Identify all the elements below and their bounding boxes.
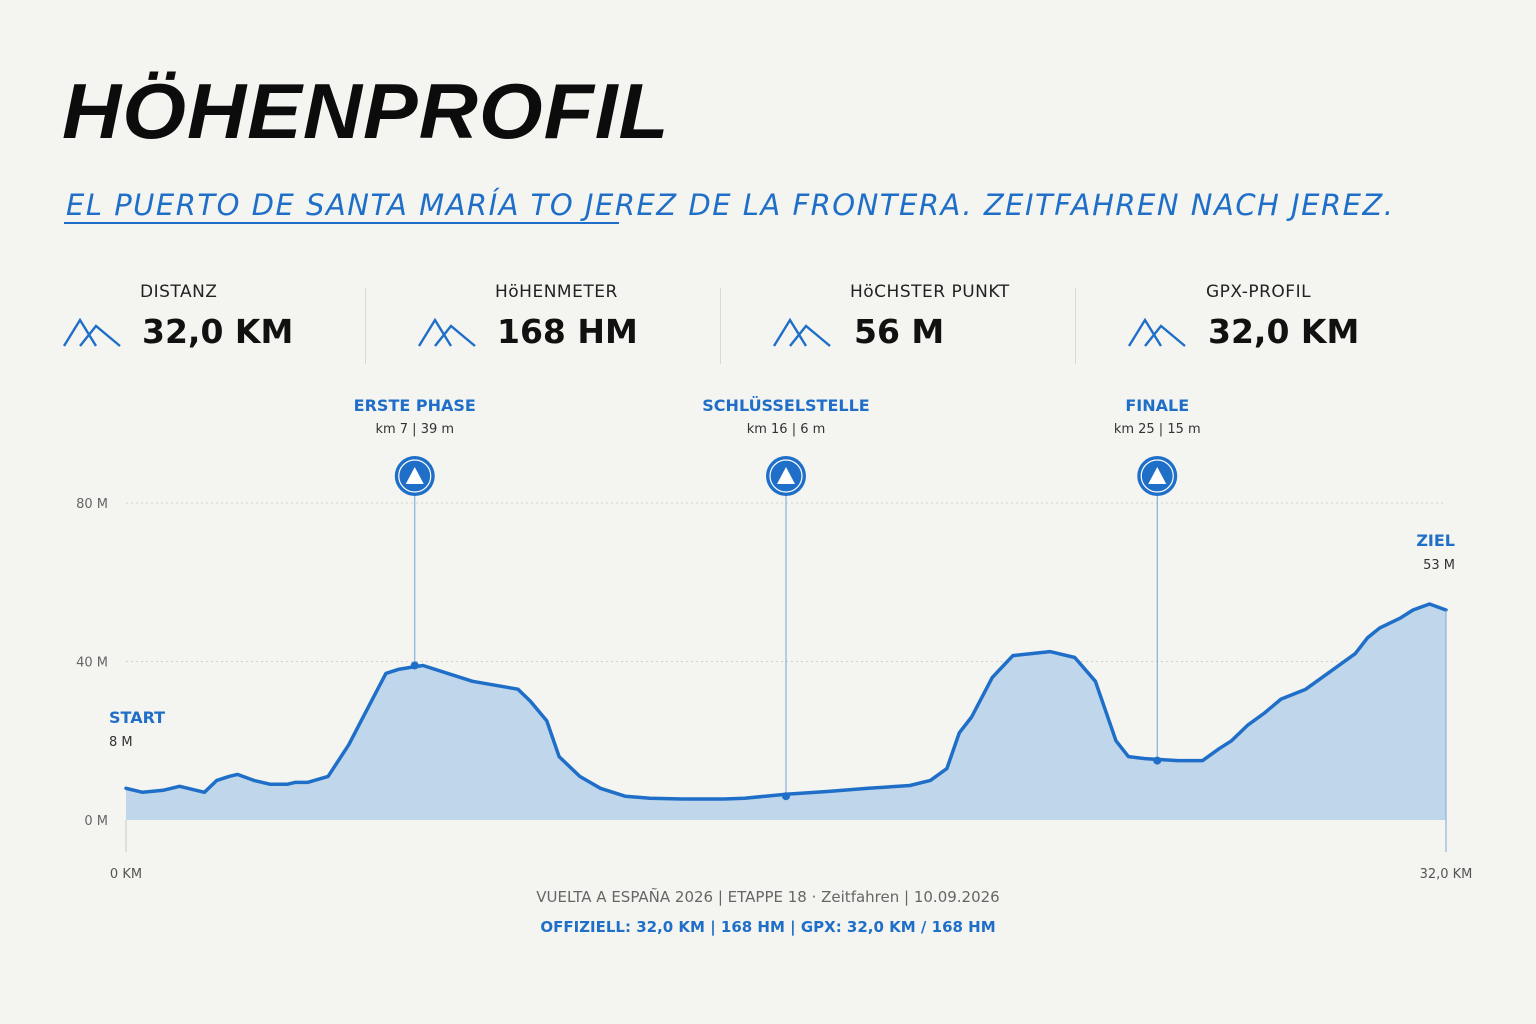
marker-point: [782, 792, 790, 801]
summit-icon: [777, 467, 795, 484]
y-tick-label: 80 M: [76, 497, 108, 512]
summit-icon: [1148, 467, 1167, 484]
stat-value: 56 M: [854, 312, 945, 351]
y-tick-label: 40 M: [76, 656, 108, 671]
stat-label: GPX-PROFIL: [1206, 282, 1312, 302]
marker-badge-ring: [1140, 459, 1174, 493]
marker-info: km 16 | 6 m: [747, 422, 826, 437]
finish-label: ZIEL: [1416, 531, 1455, 550]
start-elevation: 8 M: [109, 735, 133, 750]
x-tick-label-end: 32,0 KM: [1420, 867, 1473, 882]
stat-gpx-profile: GPX-PROFIL 32,0 KM: [1127, 270, 1482, 366]
stat-divider: [720, 288, 721, 364]
summit-icon: [405, 467, 424, 484]
marker-title: FINALE: [1125, 396, 1189, 415]
marker-point: [410, 661, 419, 670]
footer-official-stats: OFFIZIELL: 32,0 KM | 168 HM | GPX: 32,0 …: [540, 918, 996, 936]
mountain-icon: [1127, 317, 1186, 347]
stat-elevation-gain: HöHENMETER 168 HM: [417, 270, 772, 366]
stat-divider: [365, 288, 366, 364]
finish-elevation: 53 M: [1423, 558, 1455, 573]
mountain-icon: [62, 317, 121, 347]
marker-point: [1153, 756, 1162, 765]
stat-highest-point: HöCHSTER PUNKT 56 M: [772, 270, 1127, 366]
stat-label: HöCHSTER PUNKT: [850, 282, 1010, 302]
mountain-icon: [772, 317, 831, 347]
stat-value: 32,0 KM: [142, 312, 294, 351]
marker-title: ERSTE PHASE: [354, 396, 476, 415]
elevation-area: [126, 604, 1446, 820]
y-tick-label: 0 M: [84, 814, 108, 829]
stat-label: HöHENMETER: [495, 282, 618, 302]
footer-race-info: VUELTA A ESPAÑA 2026 | ETAPPE 18 · Zeitf…: [536, 888, 1000, 906]
elevation-line: [124, 602, 1448, 801]
stat-value: 168 HM: [497, 312, 638, 351]
stat-divider: [1075, 288, 1076, 364]
marker-badge-ring: [769, 459, 803, 493]
subtitle-underline: [64, 222, 619, 224]
marker-info: km 7 | 39 m: [375, 422, 454, 437]
stats-row: DISTANZ 32,0 KM HöHENMETER 168 HM HöCHST…: [0, 270, 1536, 370]
marker-info: km 25 | 15 m: [1114, 422, 1201, 437]
x-tick-label-start: 0 KM: [110, 867, 142, 882]
mountain-icon: [417, 317, 476, 347]
stat-label: DISTANZ: [140, 282, 218, 302]
marker-title: SCHLÜSSELSTELLE: [702, 396, 869, 415]
route-subtitle: EL PUERTO DE SANTA MARÍA TO JEREZ DE LA …: [66, 188, 1395, 222]
page-title: HÖHENPROFIL: [62, 67, 670, 155]
stat-distance: DISTANZ 32,0 KM: [62, 270, 417, 366]
marker-badge-ring: [398, 459, 432, 493]
stat-value: 32,0 KM: [1208, 312, 1360, 351]
start-label: START: [109, 708, 165, 727]
